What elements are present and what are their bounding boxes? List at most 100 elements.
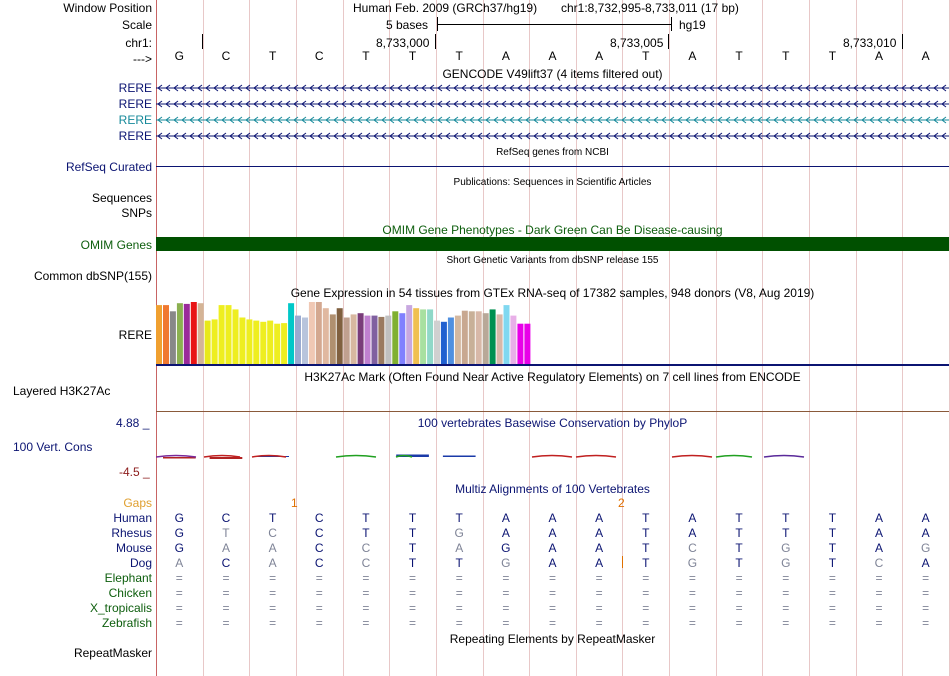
gencode-transcript-intron[interactable]	[156, 131, 949, 141]
h3k27ac-track-title[interactable]: H3K27Ac Mark (Often Found Near Active Re…	[304, 370, 801, 384]
strand-chevron	[581, 84, 587, 92]
repeatmasker-track-label[interactable]: RepeatMasker	[73, 646, 152, 660]
multiz-aligned-base: A	[921, 556, 930, 570]
repeatmasker-track-title[interactable]: Repeating Elements by RepeatMasker	[449, 632, 656, 646]
strand-chevron	[309, 100, 315, 108]
strand-chevron	[245, 132, 251, 140]
strand-chevron	[741, 132, 747, 140]
multiz-aligned-base: =	[362, 601, 370, 615]
strand-chevron	[357, 132, 363, 140]
conservation-element-arc	[251, 454, 287, 458]
gtex-expression-chart[interactable]	[156, 300, 536, 364]
strand-chevron	[405, 100, 411, 108]
multiz-track-title[interactable]: Multiz Alignments of 100 Vertebrates	[455, 482, 650, 496]
strand-chevron	[341, 100, 347, 108]
multiz-aligned-base: A	[595, 526, 604, 540]
multiz-species-label[interactable]: Mouse	[115, 541, 152, 555]
strand-chevron	[317, 116, 323, 124]
multiz-species-label[interactable]: Human	[113, 511, 152, 525]
conservation-element-arc	[715, 454, 753, 458]
strand-chevron	[789, 116, 795, 124]
multiz-aligned-base: C	[688, 541, 697, 555]
multiz-aligned-base: =	[688, 616, 696, 630]
strand-chevron	[773, 116, 779, 124]
scale-label: Scale	[121, 18, 152, 32]
strand-chevron	[693, 84, 699, 92]
refseq-track-label[interactable]: RefSeq Curated	[65, 160, 152, 174]
gtex-track-title[interactable]: Gene Expression in 54 tissues from GTEx …	[290, 286, 815, 300]
gencode-transcript-label[interactable]: RERE	[118, 129, 152, 143]
publications-label-snps[interactable]: SNPs	[121, 206, 152, 220]
strand-chevron	[861, 132, 867, 140]
gencode-transcript-label[interactable]: RERE	[118, 113, 152, 127]
strand-chevron	[709, 132, 715, 140]
gtex-tissue-bar	[343, 317, 350, 364]
strand-chevron	[493, 116, 499, 124]
strand-chevron	[773, 132, 779, 140]
multiz-aligned-base: A	[175, 556, 184, 570]
strand-chevron	[557, 84, 563, 92]
multiz-species-label[interactable]: Zebrafish	[101, 616, 152, 630]
gencode-track-title[interactable]: GENCODE V49lift37 (4 items filtered out)	[442, 67, 663, 81]
ruler-tick-line-3	[902, 34, 903, 49]
conservation-track-title[interactable]: 100 vertebrates Basewise Conservation by…	[417, 416, 688, 430]
publications-label-sequences[interactable]: Sequences	[91, 191, 152, 205]
strand-chevron	[733, 100, 739, 108]
strand-chevron	[725, 132, 731, 140]
gtex-track-label[interactable]: RERE	[118, 328, 152, 342]
strand-chevron	[701, 100, 707, 108]
strand-chevron	[445, 84, 451, 92]
publications-track-title[interactable]: Publications: Sequences in Scientific Ar…	[453, 177, 652, 188]
strand-chevron	[557, 116, 563, 124]
strand-chevron	[581, 132, 587, 140]
gencode-transcript-label[interactable]: RERE	[118, 81, 152, 95]
dna-base: G	[174, 49, 184, 63]
omim-gene-bar[interactable]	[156, 237, 949, 251]
conservation-score-bar	[163, 457, 196, 459]
multiz-species-label[interactable]: Elephant	[104, 571, 152, 585]
strand-chevron	[685, 100, 691, 108]
strand-chevron	[765, 100, 771, 108]
strand-chevron	[597, 84, 603, 92]
gencode-transcript-label[interactable]: RERE	[118, 97, 152, 111]
refseq-track-title[interactable]: RefSeq genes from NCBI	[496, 147, 609, 158]
refseq-gene-line[interactable]	[156, 166, 949, 167]
strand-chevron	[173, 132, 179, 140]
strand-chevron	[269, 84, 275, 92]
strand-chevron	[437, 84, 443, 92]
gtex-tissue-bar	[246, 319, 253, 364]
gtex-tissue-bar	[308, 302, 315, 364]
multiz-species-label[interactable]: Chicken	[108, 586, 152, 600]
multiz-species-label[interactable]: Rhesus	[111, 526, 152, 540]
gencode-transcript-intron[interactable]	[156, 115, 949, 125]
multiz-aligned-base: =	[222, 616, 230, 630]
dbsnp-track-label[interactable]: Common dbSNP(155)	[33, 269, 152, 283]
gencode-transcript-intron[interactable]	[156, 99, 949, 109]
position-readout[interactable]: chr1:8,732,995-8,733,011 (17 bp)	[561, 1, 739, 15]
strand-chevron	[901, 116, 907, 124]
multiz-species-label[interactable]: Dog	[129, 556, 152, 570]
conservation-track-label[interactable]: 100 Vert. Cons	[13, 440, 93, 454]
strand-chevron	[917, 100, 923, 108]
strand-chevron	[405, 84, 411, 92]
strand-chevron	[573, 84, 579, 92]
strand-chevron	[157, 116, 163, 124]
strand-chevron	[301, 84, 307, 92]
dbsnp-track-title[interactable]: Short Genetic Variants from dbSNP releas…	[446, 255, 659, 266]
multiz-aligned-base: =	[922, 601, 930, 615]
multiz-aligned-base: A	[688, 511, 697, 525]
gencode-transcript-intron[interactable]	[156, 83, 949, 93]
conservation-plot[interactable]	[156, 448, 949, 472]
multiz-aligned-base: G	[501, 541, 511, 555]
conservation-element-arc	[671, 454, 713, 458]
multiz-aligned-base: =	[175, 616, 183, 630]
omim-track-label[interactable]: OMIM Genes	[80, 238, 152, 252]
h3k27ac-track-label[interactable]: Layered H3K27Ac	[13, 384, 111, 398]
multiz-aligned-base: A	[688, 526, 697, 540]
strand-chevron	[741, 116, 747, 124]
strand-chevron	[181, 100, 187, 108]
multiz-aligned-base: =	[782, 586, 790, 600]
omim-track-title[interactable]: OMIM Gene Phenotypes - Dark Green Can Be…	[382, 223, 723, 237]
strand-chevron	[277, 100, 283, 108]
multiz-species-label[interactable]: X_tropicalis	[89, 601, 152, 615]
